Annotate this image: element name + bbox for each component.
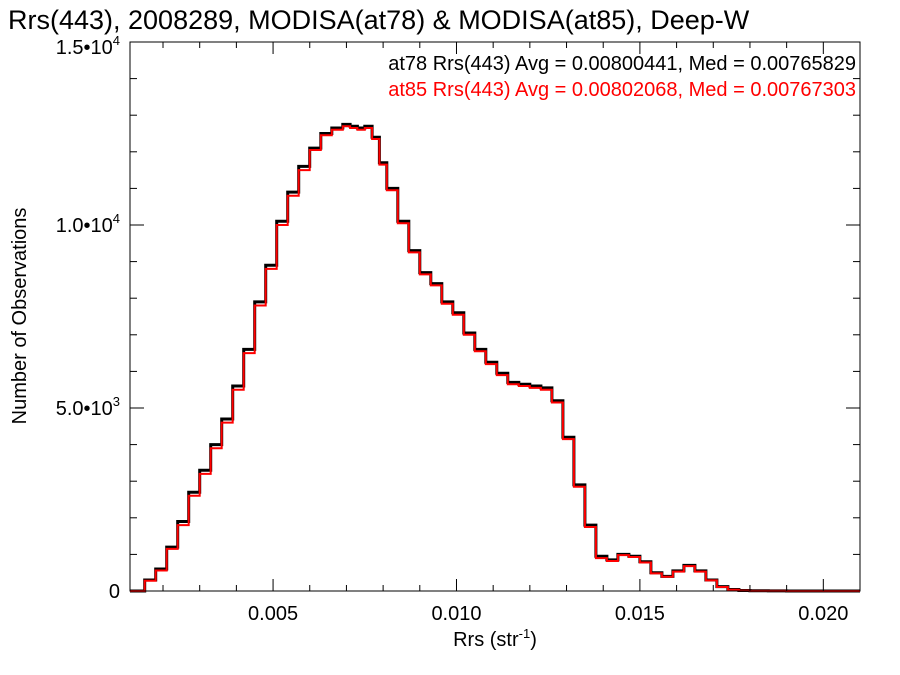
y-tick-exponent-1: 3 (113, 394, 120, 409)
y-axis-label: Number of Observations (9, 208, 31, 425)
plot-frame (129, 41, 861, 592)
series-line-1 (130, 125, 860, 592)
x-axis: 0.005 0.010 0.015 0.020 (162, 42, 848, 625)
series-line-0 (130, 122, 860, 593)
chart-title: Rrs(443), 2008289, MODISA(at78) & MODISA… (8, 5, 750, 35)
x-tick-label-2: 0.015 (615, 603, 665, 625)
y-tick-label-1: 5.0•103 (56, 394, 120, 420)
series-layer (130, 122, 860, 593)
y-tick-label-2: 1.0•104 (56, 211, 120, 237)
annotation-at85: at85 Rrs(443) Avg = 0.00802068, Med = 0.… (388, 79, 856, 101)
x-tick-label-3: 0.020 (798, 603, 848, 625)
annotation-at78: at78 Rrs(443) Avg = 0.00800441, Med = 0.… (388, 53, 856, 75)
x-tick-label-1: 0.010 (431, 603, 481, 625)
x-tick-label-0: 0.005 (248, 603, 298, 625)
y-tick-label-3: 1.5•104 (56, 33, 120, 59)
y-axis: 0 5.0•103 1.0•104 1.5•104 (56, 33, 860, 603)
y-tick-exponent-2: 4 (113, 211, 120, 226)
y-tick-label-0: 0 (109, 581, 120, 603)
x-axis-label: Rrs (str-1) (453, 626, 537, 651)
y-tick-exponent-3: 4 (113, 33, 120, 48)
